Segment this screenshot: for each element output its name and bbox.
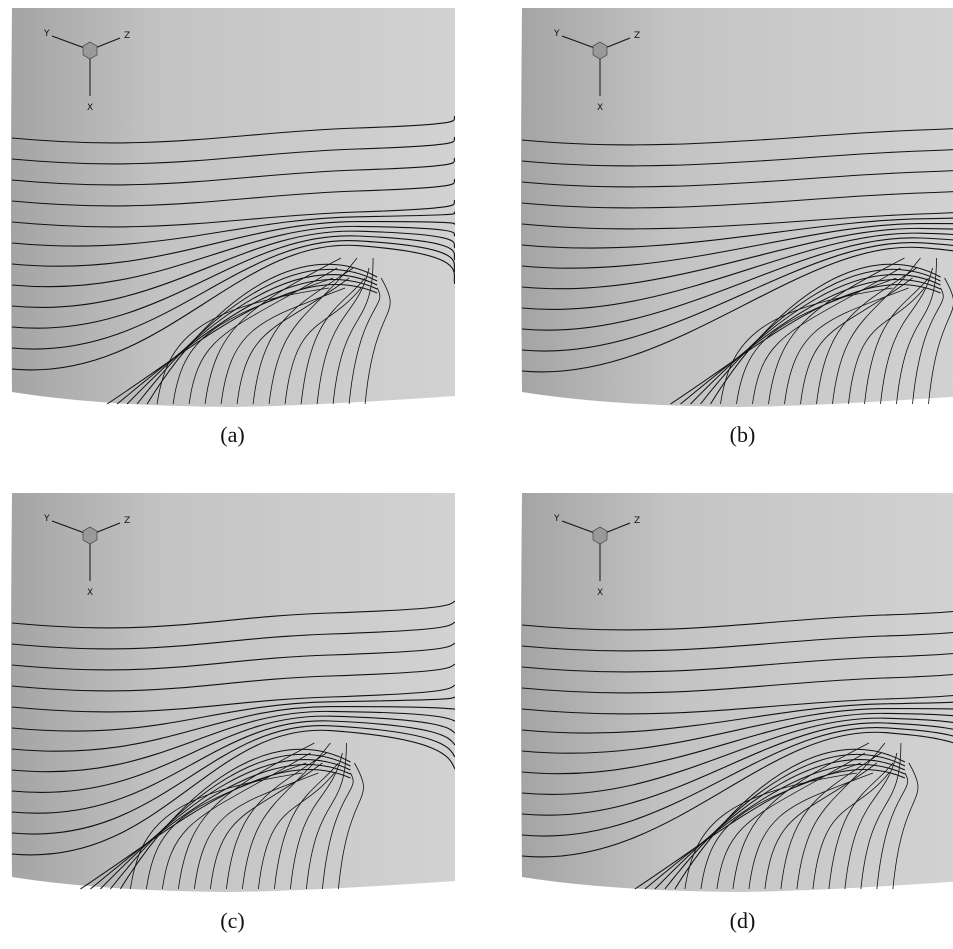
- axis-label: X: [87, 588, 93, 598]
- caption: (d): [520, 908, 953, 934]
- axis-label: Z: [124, 31, 130, 41]
- axis-label: Z: [634, 31, 640, 41]
- axis-label: X: [597, 103, 603, 113]
- axis-label: X: [87, 103, 93, 113]
- caption: (c): [10, 908, 455, 934]
- axis-label: Y: [43, 29, 50, 39]
- axis-label: Y: [553, 29, 560, 39]
- caption: (b): [520, 422, 953, 448]
- axis-label: Y: [553, 514, 560, 524]
- cube: [593, 42, 607, 59]
- axis-label: Z: [124, 516, 130, 526]
- figure: YZX YZX YZX YZX (a) (b) (c) (d) (() => {…: [0, 0, 953, 949]
- cube: [83, 42, 97, 59]
- panel: Y Z X: [520, 493, 953, 893]
- axis-label: Y: [43, 514, 50, 524]
- panel: Y Z X: [10, 8, 455, 408]
- axis-label: X: [597, 588, 603, 598]
- caption: (a): [10, 422, 455, 448]
- surface: [11, 493, 455, 892]
- panel: Y Z X: [520, 8, 953, 408]
- cube: [593, 527, 607, 544]
- axis-label: Z: [634, 516, 640, 526]
- cube: [83, 527, 97, 544]
- surface: [11, 8, 455, 407]
- panel: Y Z X: [10, 493, 455, 893]
